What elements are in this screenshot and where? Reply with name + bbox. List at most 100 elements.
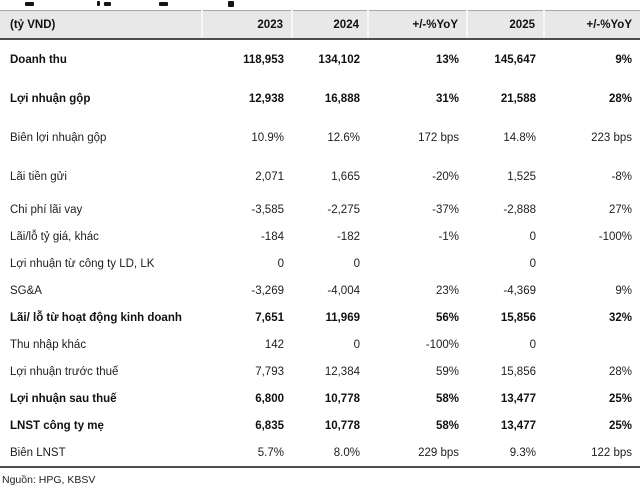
cell: 145,647 [494, 53, 536, 66]
cell: 0 [353, 338, 360, 351]
column-header-2025: 2025 [466, 10, 544, 40]
cell: 10.9% [251, 131, 284, 144]
table-row: Lãi/ lỗ từ hoạt động kinh doanh 7,651 11… [0, 304, 640, 331]
row-label: Lợi nhuận sau thuế [10, 392, 117, 405]
row-label: Biên LNST [0, 439, 202, 468]
row-label: Lợi nhuận trước thuế [10, 365, 119, 378]
financial-forecast-table: (tỷ VND) 2023 2024 +/-%YoY 2025 +/-%YoY … [0, 10, 640, 468]
table-row: Lợi nhuận từ công ty LD, LK 0 0 0 [0, 250, 640, 277]
cell: -2,888 [503, 203, 536, 216]
header-row: (tỷ VND) 2023 2024 +/-%YoY 2025 +/-%YoY [0, 10, 640, 40]
table-row: Chi phí lãi vay -3,585 -2,275 -37% -2,88… [0, 196, 640, 223]
cell: 11,969 [325, 311, 360, 324]
row-label: Doanh thu [10, 53, 67, 66]
cell: 32% [608, 311, 632, 324]
cell: 10,778 [324, 419, 360, 432]
table-row: Lợi nhuận gộp 12,938 16,888 31% 21,588 2… [0, 79, 640, 118]
table-row: Biên lợi nhuận gộp 10.9% 12.6% 172 bps 1… [0, 118, 640, 157]
cell: 59% [435, 365, 459, 378]
cell: 58% [435, 392, 459, 405]
cell: 23% [435, 284, 459, 297]
column-header-2024: 2024 [291, 10, 368, 40]
cell: -100% [598, 230, 632, 243]
row-label: Lãi tiền gửi [10, 170, 67, 183]
cell: 5.7% [202, 439, 292, 468]
cell: 1,525 [507, 170, 536, 183]
unit-label: (tỷ VND) [0, 10, 202, 40]
cell: -37% [432, 203, 459, 216]
cell: 134,102 [318, 53, 360, 66]
cell: 0 [353, 257, 360, 270]
cell: -100% [425, 338, 459, 351]
row-label: Lợi nhuận gộp [10, 92, 91, 105]
cell: 0 [529, 230, 536, 243]
cell: 229 bps [368, 439, 467, 468]
cell: -182 [336, 230, 360, 243]
cell [544, 331, 640, 358]
cell: 122 bps [544, 439, 640, 468]
cell: 0 [529, 338, 536, 351]
title-descender-fragment [228, 1, 234, 7]
cell: 15,856 [500, 311, 536, 324]
title-descender-fragment [159, 2, 168, 6]
cell: 16,888 [324, 92, 360, 105]
column-header-yoy-2024: +/-%YoY [367, 10, 467, 40]
cell: 0 [277, 257, 284, 270]
cell: 142 [264, 338, 284, 351]
row-label: Lãi/ lỗ từ hoạt động kinh doanh [10, 311, 182, 324]
cell: 172 bps [418, 131, 459, 144]
column-header-yoy-2025: +/-%YoY [543, 10, 640, 40]
cell: 21,588 [500, 92, 536, 105]
cell: 9% [615, 53, 632, 66]
title-descender-fragment [25, 2, 34, 6]
title-descender-fragment [104, 2, 111, 6]
table-row: LNST công ty mẹ 6,835 10,778 58% 13,477 … [0, 412, 640, 439]
cell: 31% [435, 92, 459, 105]
cell: 14.8% [503, 131, 536, 144]
cell: 8.0% [292, 439, 368, 468]
table-row: Doanh thu 118,953 134,102 13% 145,647 9% [0, 39, 640, 79]
table-row: Thu nhập khác 142 0 -100% 0 [0, 331, 640, 358]
cell: -184 [260, 230, 284, 243]
cell: 13% [435, 53, 459, 66]
cell: -4,369 [503, 284, 536, 297]
cell: 12,384 [324, 365, 360, 378]
cell: 25% [608, 392, 632, 405]
cell: 13,477 [500, 392, 536, 405]
clipped-title-fragments [0, 0, 640, 9]
title-descender-fragment [97, 1, 100, 6]
cell: 56% [435, 311, 459, 324]
table-row: SG&A -3,269 -4,004 23% -4,369 9% [0, 277, 640, 304]
cell: 2,071 [255, 170, 284, 183]
table-row: Lợi nhuận trước thuế 7,793 12,384 59% 15… [0, 358, 640, 385]
row-label: Lãi/lỗ tỷ giá, khác [10, 230, 99, 243]
cell: -3,585 [251, 203, 284, 216]
cell: 25% [608, 419, 632, 432]
cell: -3,269 [251, 284, 284, 297]
cell: 12.6% [327, 131, 360, 144]
cell: 13,477 [500, 419, 536, 432]
cell: -8% [611, 170, 632, 183]
cell: -20% [432, 170, 459, 183]
cell: 9% [615, 284, 632, 297]
cell: 28% [608, 365, 632, 378]
cell: 7,793 [255, 365, 284, 378]
cell [368, 250, 467, 277]
column-header-2023: 2023 [201, 10, 292, 40]
row-label: LNST công ty mẹ [10, 419, 104, 432]
cell: -1% [438, 230, 459, 243]
row-label: Biên lợi nhuận gộp [10, 131, 107, 144]
cell: 0 [529, 257, 536, 270]
cell [544, 250, 640, 277]
cell: -2,275 [327, 203, 360, 216]
table-row: Lãi tiền gửi 2,071 1,665 -20% 1,525 -8% [0, 157, 640, 196]
cell: 27% [608, 203, 632, 216]
cell: 58% [435, 419, 459, 432]
row-label: Thu nhập khác [10, 338, 87, 351]
cell: 118,953 [243, 53, 284, 66]
cell: -4,004 [327, 284, 360, 297]
cell: 6,835 [255, 419, 284, 432]
table-row: Lãi/lỗ tỷ giá, khác -184 -182 -1% 0 -100… [0, 223, 640, 250]
cell: 223 bps [591, 131, 632, 144]
